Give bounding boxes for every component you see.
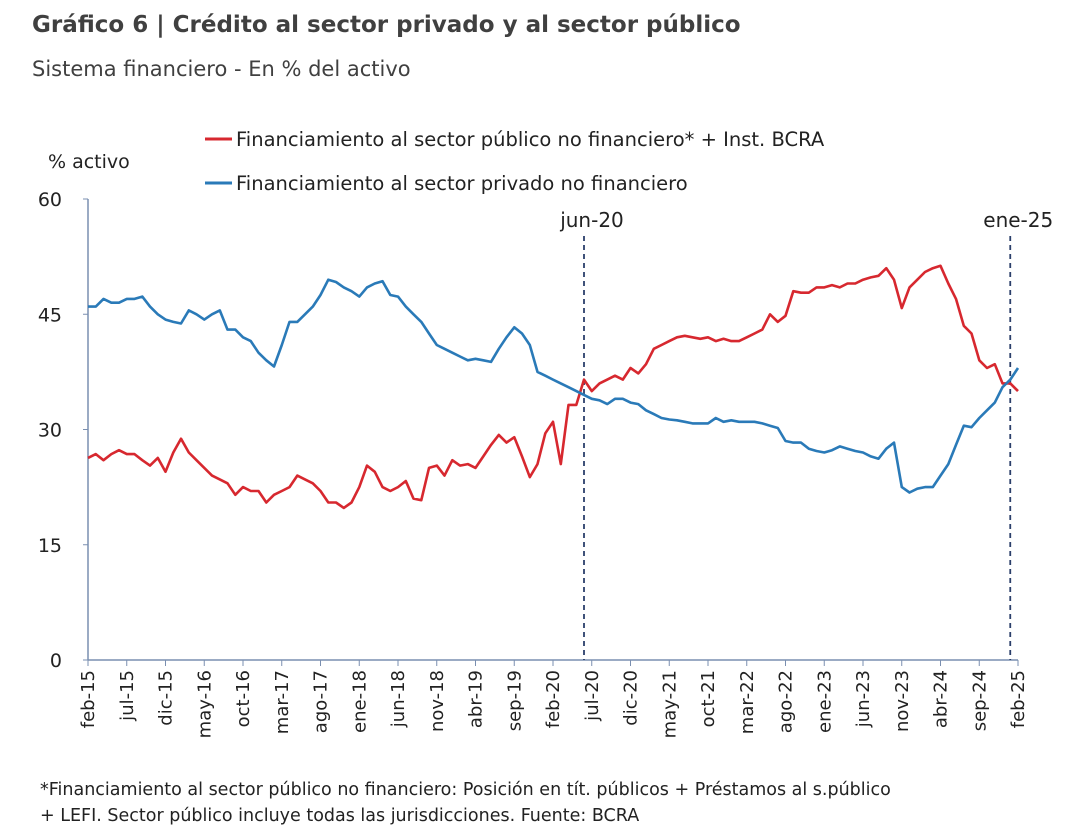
series-line — [88, 278, 1020, 494]
x-tick-label: oct-21 — [698, 670, 719, 727]
x-tick-label: abr-19 — [466, 670, 487, 728]
x-tick-label: jun-23 — [853, 670, 874, 728]
reference-label: jun-20 — [559, 208, 624, 232]
x-tick-label: sep-19 — [504, 670, 525, 731]
x-tick-label: jul-15 — [117, 670, 138, 722]
x-tick-label: jul-20 — [582, 670, 603, 722]
chart-title: Gráfico 6 | Crédito al sector privado y … — [32, 12, 741, 38]
x-tick-label: feb-20 — [543, 670, 564, 728]
legend-label: Financiamiento al sector público no fina… — [236, 128, 825, 151]
x-tick-label: feb-25 — [1008, 670, 1029, 728]
y-axis-label: % activo — [48, 151, 130, 173]
y-tick-label: 15 — [38, 535, 62, 557]
x-tick-label: nov-23 — [892, 670, 913, 732]
footnote: *Financiamiento al sector público no fin… — [40, 780, 891, 800]
x-tick-label: jun-18 — [388, 670, 409, 728]
x-tick-label: mar-22 — [737, 670, 758, 734]
x-tick-label: feb-15 — [78, 670, 99, 728]
y-tick-label: 30 — [38, 420, 62, 442]
x-tick-label: ago-17 — [311, 670, 332, 733]
y-tick-label: 45 — [38, 304, 62, 326]
chart-subtitle: Sistema financiero - En % del activo — [32, 57, 411, 81]
x-tick-label: dic-20 — [621, 670, 642, 726]
y-tick-label: 60 — [38, 189, 62, 211]
reference-label: ene-25 — [983, 208, 1053, 232]
x-tick-label: ene-23 — [814, 670, 835, 733]
y-tick-label: 0 — [50, 650, 62, 672]
x-tick-label: nov-18 — [427, 670, 448, 732]
x-tick-label: sep-24 — [969, 670, 990, 731]
series-line — [87, 264, 1019, 510]
x-tick-label: dic-15 — [156, 670, 177, 726]
x-tick-label: may-16 — [194, 670, 215, 738]
x-tick-label: oct-16 — [233, 670, 254, 727]
x-tick-label: abr-24 — [931, 670, 952, 728]
x-tick-label: ago-22 — [776, 670, 797, 733]
x-tick-label: may-21 — [659, 670, 680, 738]
x-tick-label: mar-17 — [272, 670, 293, 734]
footnote: + LEFI. Sector público incluye todas las… — [40, 806, 639, 826]
legend-label: Financiamiento al sector privado no fina… — [236, 172, 688, 195]
x-tick-label: ene-18 — [349, 670, 370, 733]
